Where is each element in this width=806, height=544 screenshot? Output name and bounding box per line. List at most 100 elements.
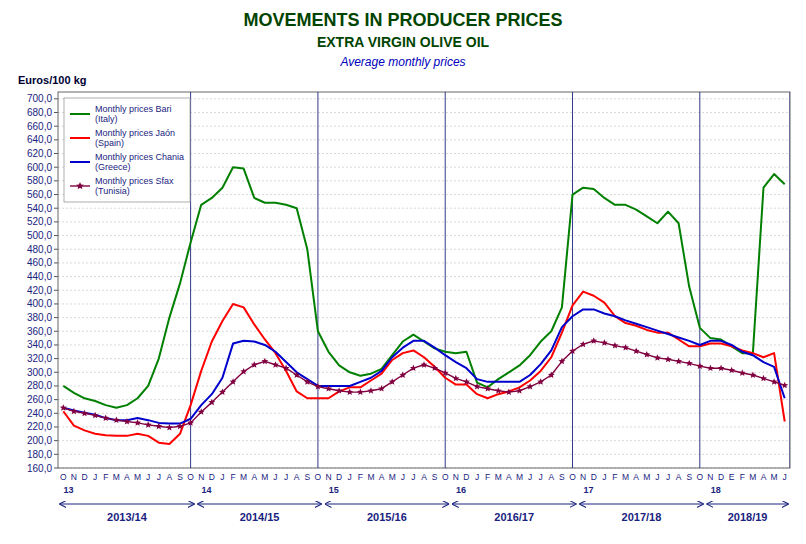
y-tick-label: 660,0 xyxy=(27,121,52,132)
series-marker xyxy=(505,389,512,396)
legend-label-line: Monthly prices Sfax xyxy=(95,176,174,186)
x-tick-label: M xyxy=(367,472,374,482)
x-tick-label: O xyxy=(569,472,576,482)
y-tick-label: 360,0 xyxy=(27,326,52,337)
y-tick xyxy=(54,276,58,277)
x-tick-label: F xyxy=(485,472,490,482)
y-tick-label: 420,0 xyxy=(27,285,52,296)
season-label: 2016/17 xyxy=(494,511,534,523)
season-divider xyxy=(699,92,700,468)
series-marker xyxy=(399,371,406,378)
y-tick-label: 380,0 xyxy=(27,312,52,323)
series-marker xyxy=(548,371,555,378)
plot-frame xyxy=(58,92,790,468)
y-tick xyxy=(54,249,58,250)
series-marker xyxy=(177,423,184,430)
season-divider xyxy=(790,92,791,468)
legend-label-line: Monthly prices Jaón xyxy=(95,128,175,138)
x-tick-label: J xyxy=(273,472,277,482)
x-tick-label: A xyxy=(633,472,639,482)
y-tick xyxy=(54,358,58,359)
grid-line xyxy=(58,454,790,455)
series-marker xyxy=(261,358,268,365)
x-tick-label: F xyxy=(740,472,745,482)
grid-line xyxy=(58,399,790,400)
subtitle: EXTRA VIRGIN OLIVE OIL xyxy=(317,34,490,50)
season-label: 2015/16 xyxy=(367,511,407,523)
x-tick-label: S xyxy=(432,472,438,482)
series-marker xyxy=(781,382,788,389)
season-label: 2013/14 xyxy=(107,511,148,523)
series-marker xyxy=(283,365,290,372)
y-tick-label: 180,0 xyxy=(27,449,52,460)
series-marker xyxy=(208,399,215,406)
series-marker xyxy=(622,344,629,351)
series-marker xyxy=(718,365,725,372)
y-tick xyxy=(54,235,58,236)
x-tick-label: N xyxy=(71,472,77,482)
y-tick xyxy=(54,440,58,441)
series-marker xyxy=(389,378,396,385)
x-tick-label: O xyxy=(697,472,704,482)
series-marker xyxy=(230,378,237,385)
grid-line xyxy=(58,221,790,222)
y-tick xyxy=(54,290,58,291)
x-tick-label: A xyxy=(124,472,130,482)
season-arrow xyxy=(60,503,194,504)
legend-marker xyxy=(76,182,84,189)
series-marker xyxy=(314,383,321,390)
x-tick-label: M xyxy=(749,472,756,482)
x-tick-label: M xyxy=(516,472,523,482)
y-tick xyxy=(54,385,58,386)
series-marker xyxy=(484,385,491,392)
x-tick-label: D xyxy=(336,472,342,482)
series-marker xyxy=(357,389,364,396)
legend-label: Monthly prices Jaón(Spain) xyxy=(95,128,175,148)
series-marker xyxy=(134,419,141,426)
season-arrow xyxy=(198,503,321,504)
legend-label-line: Monthly prices Bari xyxy=(95,104,172,114)
x-tick-label: D xyxy=(463,472,469,482)
series-line xyxy=(63,292,784,444)
y-tick xyxy=(54,413,58,414)
x-tick-label: F xyxy=(612,472,617,482)
series-marker xyxy=(336,387,343,394)
y-tick-label: 600,0 xyxy=(27,162,52,173)
y-tick-label: 580,0 xyxy=(27,175,52,186)
legend-label: Monthly prices Bari(Italy) xyxy=(95,104,172,124)
x-tick-label: N xyxy=(707,472,713,482)
series-marker xyxy=(675,358,682,365)
x-tick-label: J xyxy=(157,472,161,482)
x-tick-label: A xyxy=(421,472,427,482)
y-tick-label: 220,0 xyxy=(27,421,52,432)
season-divider xyxy=(572,92,573,468)
series-marker xyxy=(145,421,152,428)
grid-line xyxy=(58,290,790,291)
x-tick-label: J xyxy=(475,472,479,482)
y-tick xyxy=(54,372,58,373)
y-tick xyxy=(54,344,58,345)
x-tick-label: A xyxy=(548,472,554,482)
series-marker xyxy=(325,385,332,392)
series-marker xyxy=(474,383,481,390)
x-tick-label: J xyxy=(411,472,415,482)
series-marker xyxy=(421,361,428,368)
legend: Monthly prices Bari(Italy)Monthly prices… xyxy=(64,98,190,202)
y-tick-label: 280,0 xyxy=(27,380,52,391)
series-marker xyxy=(70,408,77,415)
legend-label-line: (Greece) xyxy=(95,162,131,172)
series-line xyxy=(63,309,784,423)
y-tick xyxy=(54,139,58,140)
series-marker xyxy=(558,358,565,365)
y-tick xyxy=(54,167,58,168)
series-marker xyxy=(368,387,375,394)
x-tick-label: M xyxy=(643,472,650,482)
series-marker xyxy=(633,348,640,355)
y-tick xyxy=(54,468,58,469)
grid xyxy=(58,99,790,468)
x-tick-label: F xyxy=(103,472,108,482)
x-tick-label: A xyxy=(251,472,257,482)
x-tick-label: M xyxy=(240,472,247,482)
x-tick-label: N xyxy=(580,472,586,482)
series-marker xyxy=(654,354,661,361)
